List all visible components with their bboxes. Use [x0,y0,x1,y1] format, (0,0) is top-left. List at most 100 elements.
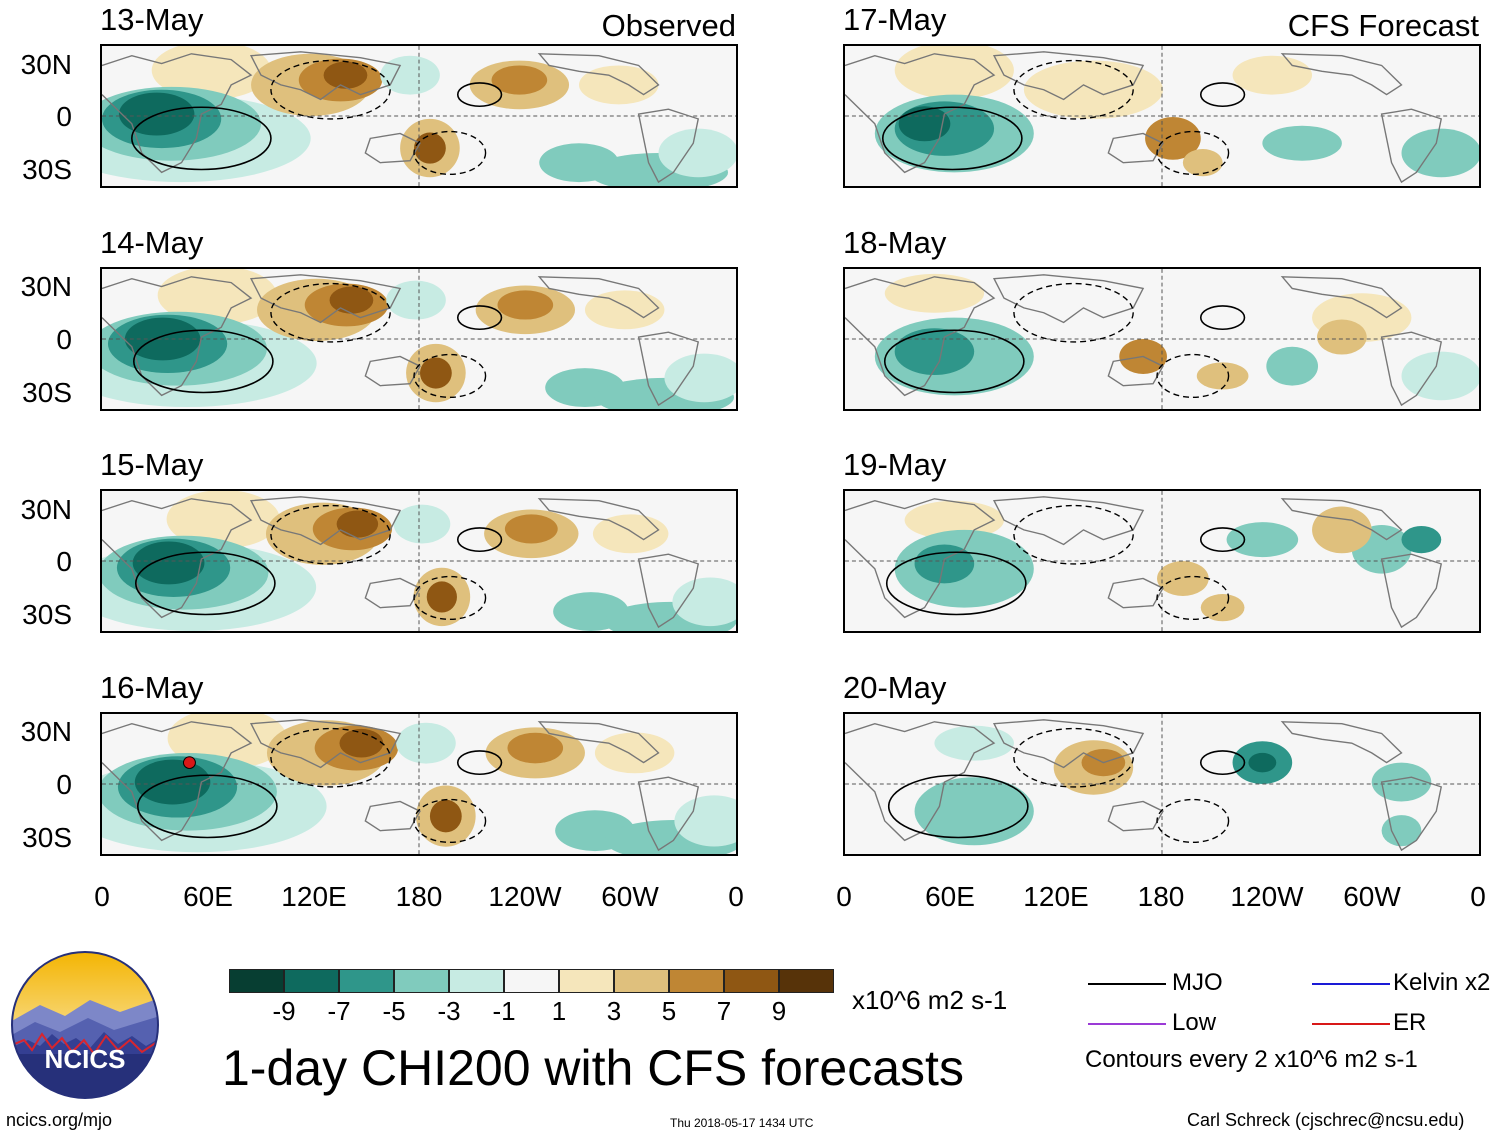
mjo-contour [456,750,503,776]
coastline [102,721,253,842]
coastline [364,577,421,609]
negative-anomaly [386,280,446,320]
coastline [1280,53,1403,96]
positive-anomaly [429,799,462,833]
negative-anomaly [124,317,201,361]
lat-tick-label: 30S [22,822,72,853]
dashed-contour [1013,504,1134,565]
positive-anomaly [151,46,271,100]
positive-anomaly [426,581,457,613]
map-14-may [100,267,738,411]
negative-anomaly [1401,351,1479,401]
mjo-contour [883,329,1025,394]
lon-tick-label: 60E [925,881,975,912]
map-20-may [843,712,1481,856]
panel-date-title: 14-May [100,225,204,260]
panel-date-title: 17-May [843,2,947,37]
dashed-contour [1013,59,1134,120]
panel-date-title: 15-May [100,447,204,482]
coastline [537,498,660,541]
legend-swatch-er [1312,1023,1390,1025]
dashed-contour [1156,575,1230,621]
dashed-contour [270,59,391,120]
positive-anomaly [592,514,669,554]
colorbar-swatch [449,969,504,993]
mjo-contour [131,106,272,171]
positive-anomaly [339,728,384,758]
colorbar-swatch [724,969,779,993]
negative-anomaly [672,577,736,627]
colorbar-tick-label: 9 [771,996,787,1026]
colorbar-tick-label: -1 [492,996,516,1026]
coastline [637,776,700,852]
dashed-contour [270,282,391,343]
dashed-contour [1013,282,1134,343]
negative-anomaly [396,722,456,764]
chart-title: 1-day CHI200 with CFS forecasts [222,1040,964,1096]
negative-anomaly [1266,346,1319,386]
positive-anomaly [1200,594,1245,622]
lat-tick-label: 0 [56,101,72,132]
positive-anomaly [904,500,1004,540]
negative-anomaly [934,725,1014,761]
negative-anomaly [674,795,736,847]
legend-swatch-mjo [1088,983,1166,985]
colorbar-tick-label: -9 [272,996,296,1026]
positive-anomaly [414,132,446,164]
map-19-may [843,489,1481,633]
dashed-contour [413,353,487,399]
website-link[interactable]: ncics.org/mjo [6,1110,113,1130]
lon-tick-label: 0 [94,881,110,912]
coastline [102,276,253,397]
mjo-contour [881,106,1023,171]
coastline [102,53,253,174]
colorbar-swatch [229,969,284,993]
colorbar-swatch [284,969,339,993]
colorbar-tick-label: -3 [437,996,461,1026]
panel-date-title: 16-May [100,670,204,705]
positive-anomaly [1157,561,1209,596]
ncics-logo: NCICS [10,950,160,1100]
coastline [537,276,660,319]
coastline [249,274,402,324]
map-13-may [100,44,738,188]
positive-anomaly [1232,55,1313,95]
legend-label-mjo: MJO [1172,969,1223,996]
lat-tick-label: 30N [20,49,72,80]
colorbar-swatch [394,969,449,993]
positive-anomaly [504,514,558,544]
positive-anomaly [584,290,665,330]
negative-anomaly [132,541,205,585]
mjo-contour [456,305,503,331]
author-credit: Carl Schreck (cjschrec@ncsu.edu) [1187,1110,1465,1130]
logo-text: NCICS [45,1044,126,1074]
negative-anomaly [393,504,451,544]
dashed-contour [413,575,487,621]
positive-anomaly [157,269,277,325]
colorbar-swatch [614,969,669,993]
panel-date-title: 20-May [843,670,947,705]
legend-swatch-low [1088,1023,1166,1025]
positive-anomaly [166,491,280,549]
mjo-contour [1199,82,1246,108]
colorbar-tick-label: -5 [382,996,406,1026]
mjo-contour [456,82,503,108]
timestamp: Thu 2018-05-17 1434 UTC [670,1116,814,1130]
colorbar-swatch [504,969,559,993]
coastline [1280,721,1403,764]
positive-anomaly [1182,149,1223,177]
colorbar-swatch [669,969,724,993]
lat-tick-label: 30S [22,377,72,408]
lat-tick-label: 0 [56,546,72,577]
coastline [1380,108,1443,184]
negative-anomaly [1381,815,1422,847]
positive-anomaly [594,732,675,774]
coastline [637,553,700,629]
coastline [637,331,700,407]
colorbar-swatch [339,969,394,993]
positive-anomaly [491,65,548,95]
lon-tick-label: 120W [1230,881,1304,912]
dashed-contour [1156,353,1230,399]
negative-anomaly [664,353,736,403]
legend-label-kelvin: Kelvin x2 [1393,969,1491,996]
